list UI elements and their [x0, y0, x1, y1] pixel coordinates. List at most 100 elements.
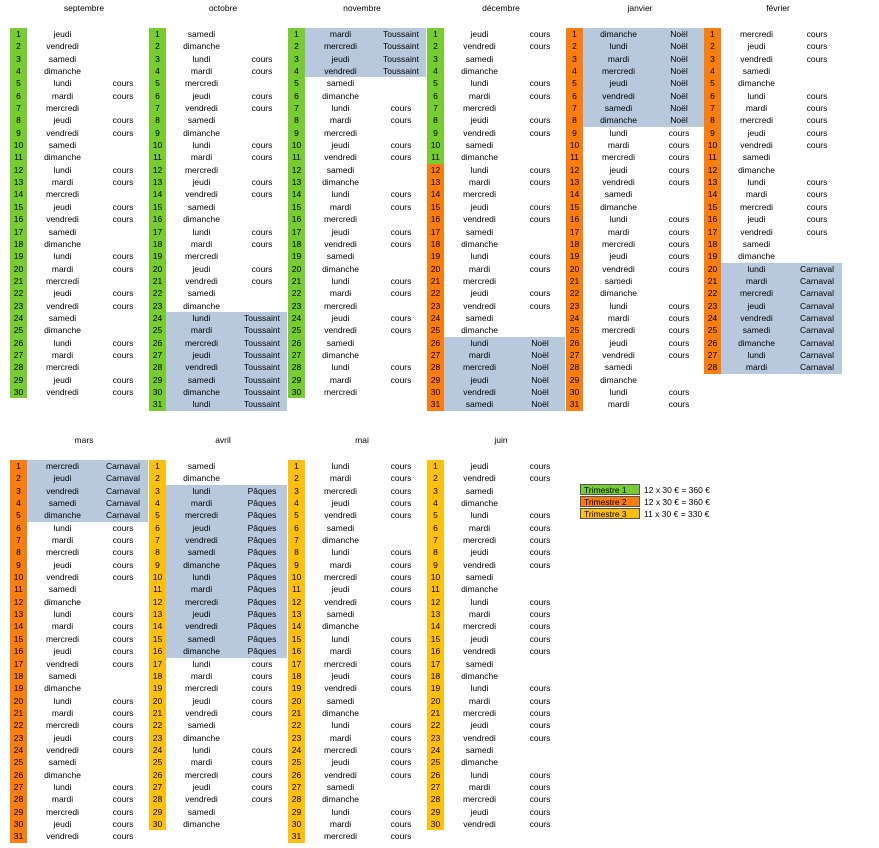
weekday-name: mardi [329, 29, 352, 39]
weekday-name: vendredi [463, 559, 496, 570]
month-title: décembre [482, 3, 520, 13]
day-number: 15 [149, 200, 166, 214]
day-row: 16 dimanche Pâques [149, 645, 287, 658]
day-row: 18 samedi [10, 669, 148, 683]
day-note: Pâques [247, 584, 277, 595]
day-note: cours [668, 312, 690, 323]
day-note: cours [668, 300, 690, 311]
weekday-name: lundi [53, 337, 72, 348]
day-note: Carnaval [799, 312, 835, 323]
day-row: 8 samedi [149, 114, 287, 127]
day-row: 24 mardi cours [566, 311, 704, 325]
day-row: 29 samedi [149, 805, 287, 818]
day-number: 16 [288, 213, 305, 226]
day-row: 3 vendredi Carnaval [10, 484, 148, 498]
day-note: cours [390, 461, 412, 471]
weekday-name: mardi [329, 818, 352, 829]
day-note: cours [112, 201, 134, 212]
day-number: 9 [10, 126, 27, 140]
day-number: 18 [288, 237, 305, 251]
day-number: 8 [427, 114, 444, 127]
weekday-name: lundi [53, 695, 72, 706]
day-number: 29 [10, 373, 27, 386]
holiday-band [166, 373, 287, 386]
day-number: 30 [427, 817, 444, 831]
day-number: 26 [149, 768, 166, 781]
day-number: 3 [149, 52, 166, 66]
day-number: 16 [704, 213, 721, 226]
day-row: 12 lundi cours [427, 163, 565, 177]
day-row: 13 jeudi Pâques [149, 608, 287, 621]
weekday-name: jeudi [331, 670, 350, 681]
day-row: 4 vendredi Toussaint [288, 65, 426, 78]
day-note: cours [529, 510, 551, 521]
day-note: cours [251, 707, 273, 718]
day-number: 30 [566, 385, 583, 399]
day-number: 2 [288, 40, 305, 53]
day-note: Toussaint [244, 374, 280, 385]
weekday-name: jeudi [53, 201, 72, 212]
weekday-name: jeudi [53, 818, 72, 829]
weekday-name: mardi [329, 732, 352, 743]
day-note: cours [251, 152, 273, 163]
day-number: 27 [427, 348, 444, 362]
weekday-name: mercredi [184, 769, 219, 780]
day-note: Noël [531, 349, 549, 360]
day-number: 11 [704, 151, 721, 164]
day-row: 8 jeudi cours [427, 546, 565, 559]
weekday-name: dimanche [322, 177, 359, 188]
day-number: 1 [288, 460, 305, 473]
day-note: cours [668, 386, 690, 397]
month-2: novembre 1 mardi Toussaint 2 mercredi Toussain… [288, 2, 426, 399]
day-number: 30 [288, 385, 305, 399]
day-row: 14 mercredi [10, 188, 148, 201]
day-number: 11 [288, 151, 305, 164]
day-row: 6 lundi cours [704, 89, 842, 103]
weekday-name: mercredi [184, 164, 219, 175]
weekday-name: lundi [609, 214, 628, 225]
weekday-name: dimanche [183, 646, 220, 657]
day-number: 18 [566, 237, 583, 251]
day-number: 18 [149, 237, 166, 251]
day-row: 22 jeudi cours [427, 719, 565, 732]
day-number: 18 [288, 669, 305, 683]
day-note: Carnaval [799, 337, 835, 348]
weekday-name: vendredi [463, 473, 496, 484]
weekday-name: lundi [331, 720, 350, 731]
day-note: Pâques [247, 522, 277, 533]
day-row: 2 vendredi [10, 40, 148, 53]
weekday-name: jeudi [53, 29, 72, 39]
day-row: 3 samedi [427, 52, 565, 66]
day-row: 7 samedi Noël [566, 102, 704, 115]
day-note: cours [390, 670, 412, 681]
day-number: 6 [427, 521, 444, 535]
day-row: 7 vendredi cours [149, 102, 287, 115]
day-note: Carnaval [105, 498, 141, 509]
day-number: 17 [427, 225, 444, 238]
holiday-band [166, 385, 287, 399]
day-note: cours [251, 177, 273, 188]
day-row: 20 vendredi cours [566, 262, 704, 275]
day-row: 2 dimanche [149, 40, 287, 53]
weekday-name: dimanche [322, 90, 359, 101]
day-row: 19 dimanche [10, 682, 148, 695]
weekday-name: vendredi [740, 312, 773, 323]
weekday-name: samedi [742, 325, 771, 336]
day-number: 11 [566, 151, 583, 164]
weekday-name: mercredi [184, 596, 219, 607]
weekday-name: samedi [465, 485, 494, 496]
weekday-name: mercredi [739, 29, 774, 39]
day-row: 15 jeudi cours [427, 200, 565, 214]
weekday-name: mercredi [462, 535, 497, 546]
holiday-band [721, 324, 842, 337]
weekday-name: lundi [470, 683, 489, 694]
day-row: 8 mardi cours [288, 114, 426, 127]
day-note: cours [529, 781, 551, 792]
weekday-name: mardi [745, 275, 768, 286]
day-row: 13 dimanche [288, 176, 426, 189]
month-title: juin [494, 435, 508, 445]
day-row: 15 samedi [149, 200, 287, 214]
day-number: 23 [10, 299, 27, 312]
day-note: cours [390, 720, 412, 731]
holiday-band [166, 311, 287, 325]
